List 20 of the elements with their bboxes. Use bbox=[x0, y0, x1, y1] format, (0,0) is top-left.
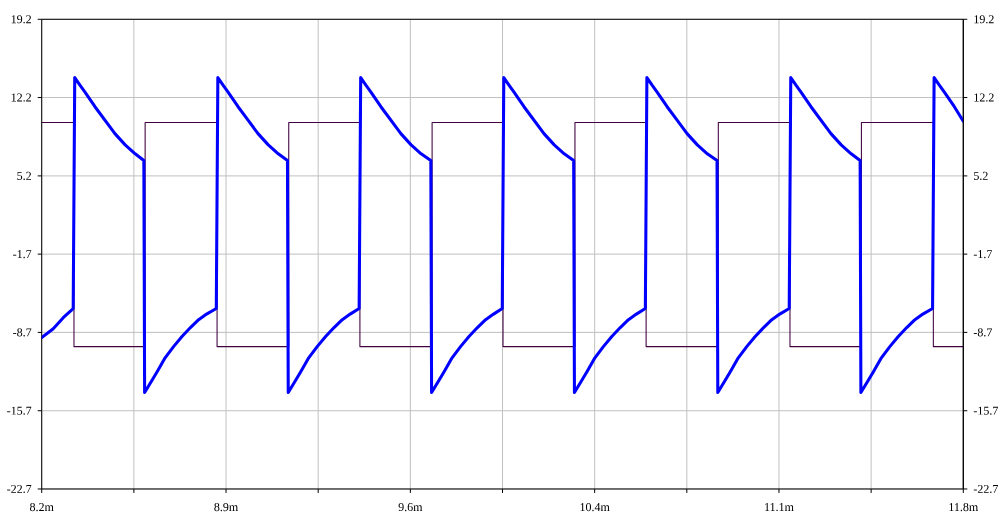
y-tick-label: 5.2 bbox=[17, 171, 31, 180]
y-tick-label: 12.2 bbox=[11, 93, 31, 102]
y2-tick-label: -22.7 bbox=[973, 484, 998, 494]
y-tick-label: -15.7 bbox=[7, 406, 32, 415]
y2-tick-label: 12.2 bbox=[974, 93, 994, 102]
x-tick-label: 8.2m bbox=[30, 503, 54, 512]
y-tick-label: 19.2 bbox=[11, 15, 31, 24]
y2-tick-label: 5.2 bbox=[974, 171, 988, 180]
x-tick-label: 11.8m bbox=[949, 503, 979, 512]
y-tick-label: -1.7 bbox=[13, 250, 32, 259]
y2-tick-label: 19.2 bbox=[974, 15, 994, 24]
y2-tick-label: -15.7 bbox=[973, 406, 998, 415]
y2-tick-label: -8.7 bbox=[973, 328, 992, 337]
x-tick-label: 11.1m bbox=[765, 503, 794, 512]
y-tick-label: -22.7 bbox=[7, 484, 32, 494]
y2-tick-label: -1.7 bbox=[973, 250, 992, 259]
x-tick-label: 9.6m bbox=[398, 503, 423, 512]
y-tick-label: -8.7 bbox=[13, 328, 32, 337]
x-tick-label: 10.4m bbox=[580, 503, 610, 512]
x-tick-label: 8.9m bbox=[214, 503, 239, 512]
